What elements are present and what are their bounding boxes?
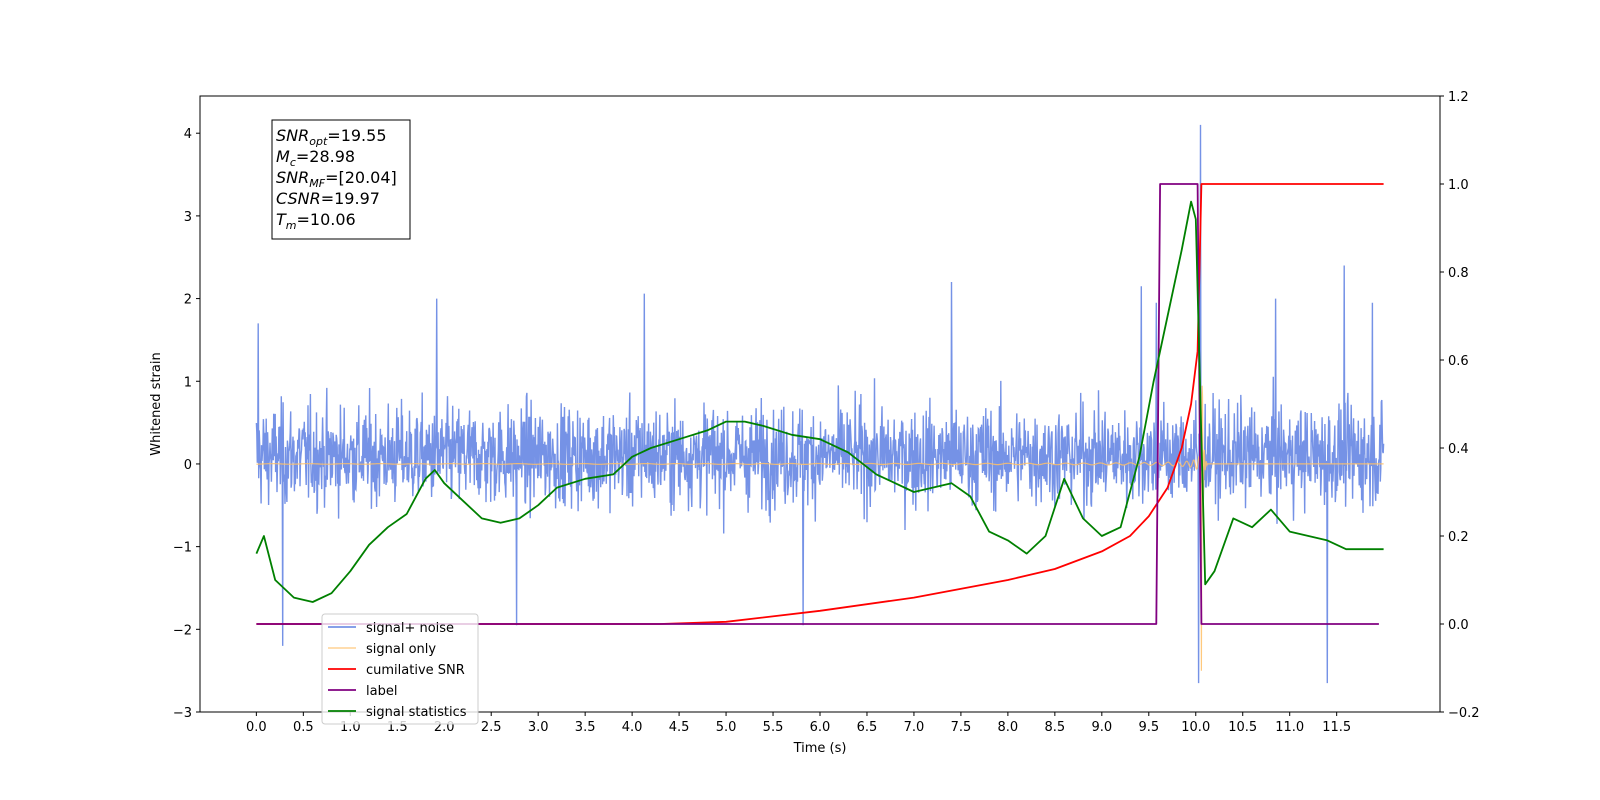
x-tick-label: 11.0 (1275, 720, 1304, 735)
info-value: =[20.04] (325, 168, 397, 187)
y-left-tick-label: 1 (184, 375, 192, 390)
y-right-tick-label: 0.8 (1448, 266, 1469, 281)
info-subscript: MF (309, 177, 325, 190)
x-tick-label: 0.0 (246, 720, 267, 735)
y-left-tick-label: −2 (173, 623, 192, 638)
info-symbol: T (276, 210, 287, 229)
x-tick-label: 9.5 (1138, 720, 1159, 735)
axes-layer: 0.0 0.5 1.0 1.5 2.0 2.5 3.0 3.5 4.0 4.5 5.0 5.5 6.0 6… (173, 90, 1480, 735)
info-value: =10.06 (297, 210, 356, 229)
info-box-frame (271, 119, 411, 240)
x-axis-label: Time (s) (793, 741, 847, 756)
x-tick-label: 4.5 (669, 720, 690, 735)
y-right-tick-label: 0.0 (1448, 618, 1469, 633)
legend-frame (321, 613, 479, 725)
x-tick-label: 3.0 (528, 720, 549, 735)
series-label (256, 183, 1379, 625)
y-right-tick-label: 1.2 (1448, 90, 1469, 105)
series-signal-noise (255, 124, 1385, 684)
x-tick-label: 8.5 (1045, 720, 1066, 735)
info-line: CSNR=19.97 (276, 189, 380, 208)
y-right-tick-label: −0.2 (1448, 706, 1480, 721)
y-left-tick-label: 0 (184, 458, 192, 473)
y-axis-label: Whitened strain (149, 352, 164, 455)
x-tick-label: 10.0 (1181, 720, 1210, 735)
x-tick-label: 7.0 (904, 720, 925, 735)
legend-label: cumilative SNR (366, 663, 465, 678)
x-tick-label: 8.0 (998, 720, 1019, 735)
info-value: =19.97 (321, 189, 380, 208)
info-symbol: CSNR (276, 189, 321, 208)
series-signal-statistics (255, 200, 1384, 603)
y-left-tick-label: 2 (184, 293, 192, 308)
info-symbol: SNR (276, 168, 309, 187)
x-tick-label: 10.5 (1228, 720, 1257, 735)
info-line: Mc=28.98 (276, 147, 355, 169)
x-tick-label: 4.0 (622, 720, 643, 735)
legend-label: label (366, 684, 397, 699)
x-tick-label: 2.5 (481, 720, 502, 735)
x-tick-label: 6.0 (810, 720, 831, 735)
legend-label: signal only (366, 642, 436, 657)
x-tick-label: 9.0 (1091, 720, 1112, 735)
x-tick-label: 5.0 (716, 720, 737, 735)
series-signal-only (256, 385, 1384, 671)
y-left-tick-label: −1 (173, 541, 192, 556)
x-tick-label: 11.5 (1322, 720, 1351, 735)
y-left-tick-label: 3 (184, 210, 192, 225)
info-symbol: M (276, 147, 290, 166)
y-right-tick-label: 0.4 (1448, 442, 1469, 457)
x-tick-label: 5.5 (763, 720, 784, 735)
x-tick-label: 3.5 (575, 720, 596, 735)
x-tick-label: 0.5 (293, 720, 314, 735)
y-right-tick-label: 0.6 (1448, 354, 1469, 369)
y-right-tick-label: 0.2 (1448, 530, 1469, 545)
info-value: =28.98 (296, 147, 355, 166)
x-tick-label: 6.5 (857, 720, 878, 735)
info-subscript: opt (309, 135, 328, 148)
legend: signal+ noise signal only cumilative SNR la… (321, 613, 479, 725)
info-line: SNRopt=19.55 (276, 126, 387, 148)
y-left-tick-label: −3 (173, 706, 192, 721)
series-layer (255, 124, 1385, 684)
info-subscript: m (286, 219, 297, 232)
info-value: =19.55 (327, 126, 386, 145)
info-box: SNRopt=19.55Mc=28.98SNRMF=[20.04]CSNR=19… (271, 119, 411, 240)
y-left-tick-label: 4 (184, 127, 192, 142)
legend-label: signal statistics (366, 705, 467, 720)
x-tick-label: 7.5 (951, 720, 972, 735)
info-subscript: c (290, 156, 296, 169)
y-right-tick-label: 1.0 (1448, 178, 1469, 193)
info-symbol: SNR (276, 126, 309, 145)
legend-label: signal+ noise (366, 621, 454, 636)
info-line: Tm=10.06 (276, 210, 356, 232)
info-line: SNRMF=[20.04] (276, 168, 397, 190)
